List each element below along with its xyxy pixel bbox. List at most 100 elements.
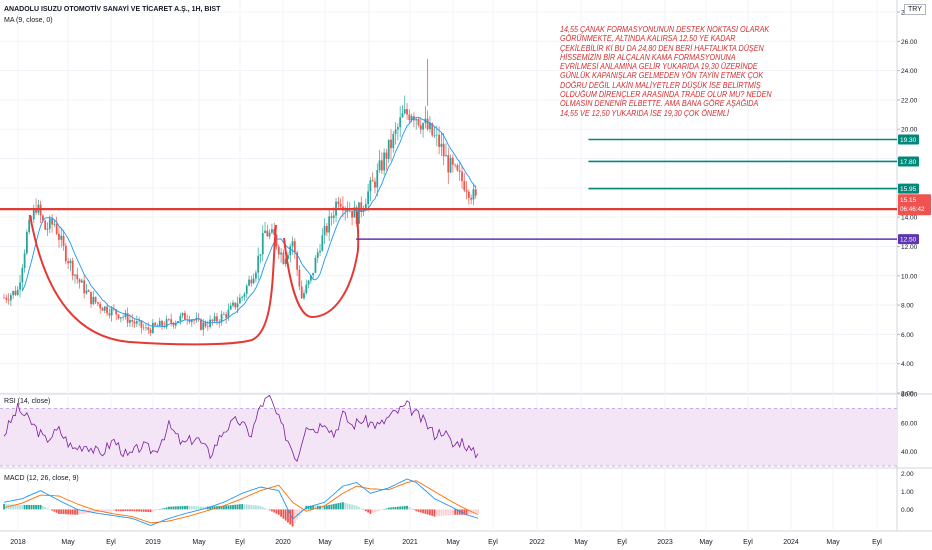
macd-hist-bar (53, 509, 56, 512)
macd-hist-bar (229, 505, 232, 510)
macd-hist-bar (232, 504, 234, 510)
macd-hist-bar (328, 504, 331, 510)
candle-body (115, 309, 118, 315)
candle-body (419, 125, 422, 130)
macd-hist-bar (293, 509, 296, 523)
candle-body (32, 208, 35, 220)
candle-body (119, 317, 122, 319)
macd-hist-bar (273, 509, 276, 513)
macd-hist-bar (110, 509, 113, 512)
macd-hist-bar (451, 509, 454, 515)
macd-hist-bar (78, 509, 81, 515)
candle-body (390, 139, 392, 149)
candle-body (131, 319, 134, 322)
ma-legend[interactable]: MA (9, close, 0) (4, 17, 53, 24)
macd-hist-bar (186, 505, 189, 510)
candle-body (367, 191, 370, 204)
annotation-line: OLDUĞUM DİRENÇLER ARASINDA TRADE OLUR MU… (560, 89, 772, 100)
macd-hist-bar (408, 507, 411, 510)
currency-badge[interactable]: TRY (904, 4, 926, 15)
candle-body (275, 234, 278, 247)
candle-body (385, 152, 388, 159)
macd-hist-bar (429, 509, 431, 516)
candle-body (461, 171, 463, 182)
candle-body (433, 135, 436, 136)
macd-hist-bar (280, 509, 282, 517)
macd-hist-bar (117, 509, 120, 512)
candle-body (142, 327, 145, 329)
candle-body (467, 191, 470, 198)
rsi-tick-label: 60.00 (901, 420, 918, 427)
macd-hist-bar (190, 506, 193, 510)
macd-hist-bar (172, 506, 175, 510)
macd-hist-bar (358, 507, 360, 510)
macd-hist-bar (80, 509, 83, 515)
macd-hist-bar (438, 509, 440, 517)
candle-body (225, 314, 228, 318)
candle-body (325, 225, 328, 233)
annotation-line: EVRİLMESİ ANLAMINA GELİR YUKARIDA 19,30 … (560, 61, 758, 72)
macd-hist-bar (19, 504, 21, 510)
candle-body (351, 210, 353, 218)
candle-body (117, 314, 120, 319)
rsi-legend[interactable]: RSI (14, close) (4, 398, 51, 405)
candle-body (358, 202, 360, 224)
candle-body (264, 230, 266, 234)
macd-hist-bar (332, 504, 335, 510)
macd-hist-bar (248, 504, 250, 510)
rsi-tick-label: 40.00 (901, 449, 918, 456)
candle-body (261, 233, 264, 255)
macd-hist-bar (360, 508, 363, 510)
candle-body (165, 319, 168, 327)
candle-body (83, 280, 86, 294)
macd-hist-bar (449, 509, 452, 515)
macd-hist-bar (177, 506, 179, 510)
candle-body (229, 305, 232, 310)
candle-body (316, 252, 319, 258)
candle-body (289, 246, 292, 256)
candle-body (431, 123, 434, 136)
candle-body (328, 216, 331, 233)
handle-pattern (283, 211, 360, 319)
macd-hist-bar (181, 506, 184, 510)
y-tick-label: 26.00 (901, 39, 918, 46)
candle-body (456, 165, 459, 171)
candle-body (71, 260, 74, 276)
macd-hist-bar (367, 509, 370, 513)
macd-hist-bar (90, 509, 92, 513)
annotation-line: 14,55 VE 12,50 YUKARIDA İSE 19,30 ÇOK ÖN… (560, 107, 729, 118)
annotation-line: HİSSEMİZİN BİR ALÇALAN KAMA FORMASYONUNA (560, 51, 736, 62)
macd-hist-bar (298, 509, 301, 517)
macd-hist-bar (346, 503, 349, 510)
candle-body (426, 118, 429, 130)
macd-legend[interactable]: MACD (12, 26, close, 9) (4, 475, 79, 482)
candle-body (209, 319, 211, 327)
candle-body (465, 190, 468, 192)
macd-hist-bar (426, 509, 429, 515)
macd-hist-bar (291, 509, 294, 527)
candle-body (234, 302, 237, 308)
macd-hist-bar (277, 509, 280, 515)
candle-body (110, 308, 113, 316)
macd-hist-bar (390, 507, 392, 510)
macd-hist-bar (211, 506, 214, 510)
macd-hist-bar (145, 509, 147, 512)
macd-hist-bar (174, 506, 177, 510)
x-tick-label: 2018 (10, 539, 26, 546)
candle-body (154, 322, 157, 326)
symbol-title: ANADOLU ISUZU OTOMOTİV SANAYİ VE TİCARET… (4, 6, 221, 13)
candle-body (470, 197, 473, 200)
candle-body (227, 309, 230, 318)
macd-hist-bar (465, 509, 468, 515)
macd-hist-bar (259, 505, 262, 510)
candle-body (106, 306, 108, 314)
macd-hist-bar (161, 508, 163, 510)
candle-body (80, 280, 83, 283)
candle-body (406, 109, 408, 115)
candle-body (96, 302, 99, 304)
candle-body (312, 272, 315, 276)
candle-body (314, 257, 317, 273)
macd-hist-bar (142, 509, 145, 512)
macd-hist-bar (374, 509, 376, 513)
